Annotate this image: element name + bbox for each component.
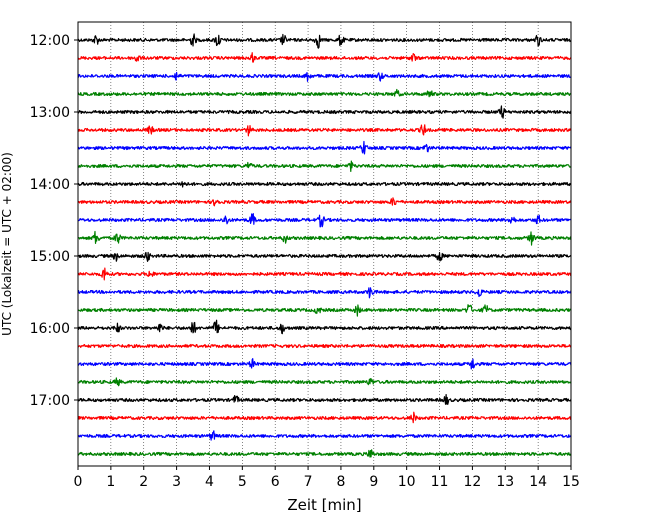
y-tick-label: 17:00 <box>30 393 70 409</box>
trace-row-18 <box>77 358 572 370</box>
y-axis-label: UTC (Lokalzeit = UTC + 02:00) <box>0 152 14 336</box>
trace-row-14 <box>77 287 572 299</box>
x-tick-label: 12 <box>463 474 481 490</box>
x-tick-label: 0 <box>74 474 83 490</box>
x-axis-label: Zeit [min] <box>287 496 361 514</box>
trace-row-10 <box>77 213 572 228</box>
x-tick-label: 11 <box>431 474 449 490</box>
y-tick-label: 13:00 <box>30 105 70 121</box>
y-tick-label: 12:00 <box>30 33 70 49</box>
y-tick-label: 16:00 <box>30 321 70 337</box>
trace-row-6 <box>77 140 572 155</box>
x-tick-label: 8 <box>336 474 345 490</box>
x-tick-label: 13 <box>496 474 514 490</box>
trace-row-5 <box>77 124 572 137</box>
x-tick-label: 9 <box>369 474 378 490</box>
trace-row-12 <box>77 251 572 262</box>
x-tick-label: 4 <box>205 474 214 490</box>
y-tick-label: 15:00 <box>30 249 70 265</box>
x-tick-label: 3 <box>172 474 181 490</box>
y-tick-label: 14:00 <box>30 177 70 193</box>
trace-row-1 <box>77 52 572 63</box>
plot-frame <box>77 21 572 467</box>
x-tick-label: 7 <box>304 474 313 490</box>
trace-row-22 <box>77 430 572 441</box>
trace-row-15 <box>77 304 572 317</box>
trace-rows <box>77 33 572 458</box>
x-tick-label: 10 <box>398 474 416 490</box>
trace-row-23 <box>77 449 572 458</box>
trace-row-4 <box>77 105 572 119</box>
x-axis-ticks: 0 1 2 3 4 5 6 7 8 9 10 11 12 13 14 15 <box>74 466 580 490</box>
trace-row-8 <box>77 181 572 188</box>
x-tick-label: 6 <box>271 474 280 490</box>
trace-row-19 <box>77 377 572 387</box>
trace-row-20 <box>77 393 572 405</box>
x-tick-label: 1 <box>106 474 115 490</box>
trace-row-16 <box>77 319 572 335</box>
trace-row-11 <box>77 230 572 246</box>
trace-row-13 <box>77 267 572 281</box>
x-tick-label: 2 <box>139 474 148 490</box>
y-axis-ticks: 12:00 13:00 14:00 15:00 16:00 17:00 <box>30 33 78 409</box>
trace-row-0 <box>77 33 572 49</box>
vertical-grid <box>110 22 539 466</box>
trace-row-7 <box>77 160 572 173</box>
x-tick-label: 5 <box>238 474 247 490</box>
x-tick-label: 14 <box>529 474 547 490</box>
trace-row-2 <box>77 71 572 82</box>
trace-row-9 <box>77 197 572 207</box>
trace-row-3 <box>77 88 572 98</box>
x-tick-label: 15 <box>562 474 580 490</box>
trace-row-17 <box>77 343 572 349</box>
trace-row-21 <box>77 411 572 424</box>
